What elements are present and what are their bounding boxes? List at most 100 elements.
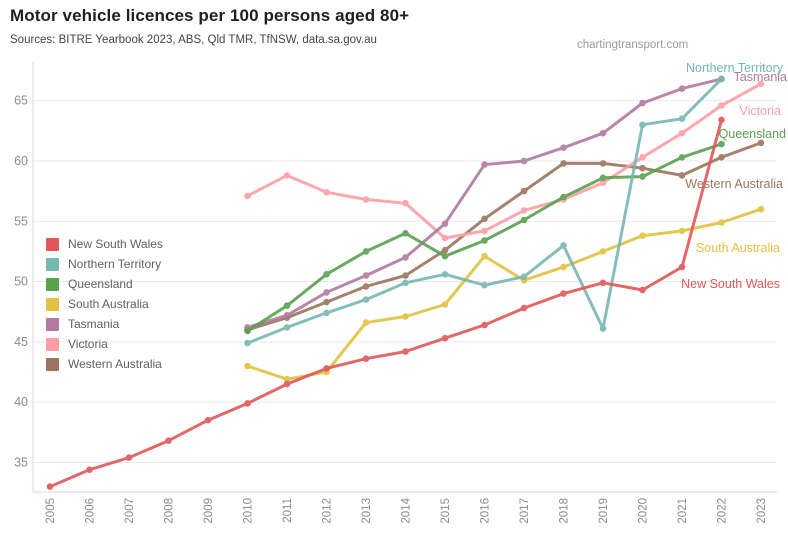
series-marker[interactable] bbox=[362, 355, 370, 363]
series-marker[interactable] bbox=[678, 263, 686, 271]
series-marker[interactable] bbox=[599, 160, 607, 167]
series-marker[interactable] bbox=[283, 172, 291, 179]
series-marker[interactable] bbox=[402, 230, 409, 237]
series-marker[interactable] bbox=[244, 362, 251, 370]
series-marker[interactable] bbox=[520, 273, 528, 281]
series-marker[interactable] bbox=[323, 309, 330, 317]
series-marker[interactable] bbox=[639, 164, 646, 172]
series-marker[interactable] bbox=[362, 283, 370, 290]
series-marker[interactable] bbox=[402, 272, 409, 279]
series-marker[interactable] bbox=[441, 301, 449, 308]
series-marker[interactable] bbox=[599, 129, 607, 137]
series-line-victoria[interactable] bbox=[246, 82, 763, 240]
series-marker[interactable] bbox=[560, 144, 567, 151]
series-marker[interactable] bbox=[757, 80, 765, 88]
series-marker[interactable] bbox=[678, 227, 686, 235]
series-marker[interactable] bbox=[46, 483, 54, 490]
series-marker[interactable] bbox=[165, 437, 172, 445]
series-marker[interactable] bbox=[402, 199, 409, 207]
series-marker[interactable] bbox=[441, 234, 449, 242]
series-marker[interactable] bbox=[86, 466, 93, 474]
legend-item-western-australia[interactable]: Western Australia bbox=[46, 354, 163, 374]
series-marker[interactable] bbox=[323, 298, 330, 306]
series-marker[interactable] bbox=[283, 312, 291, 319]
series-marker[interactable] bbox=[718, 75, 725, 83]
series-marker[interactable] bbox=[560, 160, 567, 167]
series-marker[interactable] bbox=[599, 325, 607, 332]
series-marker[interactable] bbox=[639, 154, 646, 161]
series-marker[interactable] bbox=[520, 207, 528, 214]
series-marker[interactable] bbox=[718, 154, 725, 161]
series-marker[interactable] bbox=[520, 187, 528, 195]
series-marker[interactable] bbox=[481, 321, 488, 329]
legend-item-tasmania[interactable]: Tasmania bbox=[46, 314, 163, 334]
series-marker[interactable] bbox=[678, 85, 686, 92]
series-marker[interactable] bbox=[441, 252, 449, 260]
series-marker[interactable] bbox=[441, 334, 449, 342]
series-marker[interactable] bbox=[125, 454, 133, 461]
series-marker[interactable] bbox=[244, 327, 251, 335]
series-marker[interactable] bbox=[481, 161, 488, 168]
series-marker[interactable] bbox=[362, 248, 370, 255]
series-line-new-south-wales[interactable] bbox=[48, 118, 723, 489]
series-marker[interactable] bbox=[718, 219, 725, 226]
series-marker[interactable] bbox=[244, 400, 251, 407]
series-marker[interactable] bbox=[362, 319, 370, 326]
series-marker[interactable] bbox=[599, 248, 607, 255]
series-marker[interactable] bbox=[402, 348, 409, 355]
series-marker[interactable] bbox=[283, 302, 291, 310]
series-marker[interactable] bbox=[481, 227, 488, 235]
series-marker[interactable] bbox=[639, 99, 646, 107]
series-line-northern-territory[interactable] bbox=[246, 77, 723, 345]
series-marker[interactable] bbox=[599, 174, 607, 182]
series-marker[interactable] bbox=[283, 375, 291, 383]
legend-item-northern-territory[interactable]: Northern Territory bbox=[46, 254, 163, 274]
legend-item-new-south-wales[interactable]: New South Wales bbox=[46, 234, 163, 254]
series-marker[interactable] bbox=[402, 279, 409, 287]
series-marker[interactable] bbox=[481, 215, 488, 223]
series-marker[interactable] bbox=[441, 246, 449, 254]
series-marker[interactable] bbox=[678, 154, 686, 161]
series-marker[interactable] bbox=[362, 272, 370, 279]
series-line-south-australia[interactable] bbox=[246, 207, 763, 381]
series-marker[interactable] bbox=[520, 304, 528, 312]
series-line-tasmania[interactable] bbox=[246, 77, 723, 329]
series-marker[interactable] bbox=[599, 179, 607, 186]
series-marker[interactable] bbox=[244, 192, 251, 200]
series-marker[interactable] bbox=[362, 196, 370, 203]
series-line-western-australia[interactable] bbox=[246, 141, 763, 332]
legend-item-south-australia[interactable]: South Australia bbox=[46, 294, 163, 314]
series-marker[interactable] bbox=[639, 121, 646, 129]
series-marker[interactable] bbox=[283, 380, 291, 388]
series-marker[interactable] bbox=[599, 279, 607, 287]
series-marker[interactable] bbox=[481, 237, 488, 244]
series-marker[interactable] bbox=[678, 172, 686, 179]
series-marker[interactable] bbox=[481, 252, 488, 260]
legend-item-victoria[interactable]: Victoria bbox=[46, 334, 163, 354]
series-marker[interactable] bbox=[560, 193, 567, 201]
series-marker[interactable] bbox=[757, 205, 765, 213]
series-marker[interactable] bbox=[441, 271, 449, 278]
series-marker[interactable] bbox=[639, 173, 646, 180]
series-marker[interactable] bbox=[204, 416, 212, 424]
series-marker[interactable] bbox=[323, 189, 330, 196]
series-marker[interactable] bbox=[718, 140, 725, 148]
legend-item-queensland[interactable]: Queensland bbox=[46, 274, 163, 294]
series-marker[interactable] bbox=[639, 286, 646, 294]
series-marker[interactable] bbox=[323, 271, 330, 278]
series-marker[interactable] bbox=[520, 157, 528, 165]
series-marker[interactable] bbox=[560, 263, 567, 271]
series-marker[interactable] bbox=[283, 324, 291, 331]
series-marker[interactable] bbox=[718, 102, 725, 109]
series-marker[interactable] bbox=[323, 365, 330, 372]
series-marker[interactable] bbox=[639, 232, 646, 239]
series-marker[interactable] bbox=[402, 254, 409, 261]
series-marker[interactable] bbox=[244, 339, 251, 347]
series-marker[interactable] bbox=[481, 281, 488, 289]
series-marker[interactable] bbox=[678, 129, 686, 137]
series-marker[interactable] bbox=[441, 220, 449, 227]
series-marker[interactable] bbox=[560, 242, 567, 249]
series-marker[interactable] bbox=[757, 139, 765, 147]
series-marker[interactable] bbox=[402, 313, 409, 320]
series-marker[interactable] bbox=[560, 290, 567, 297]
